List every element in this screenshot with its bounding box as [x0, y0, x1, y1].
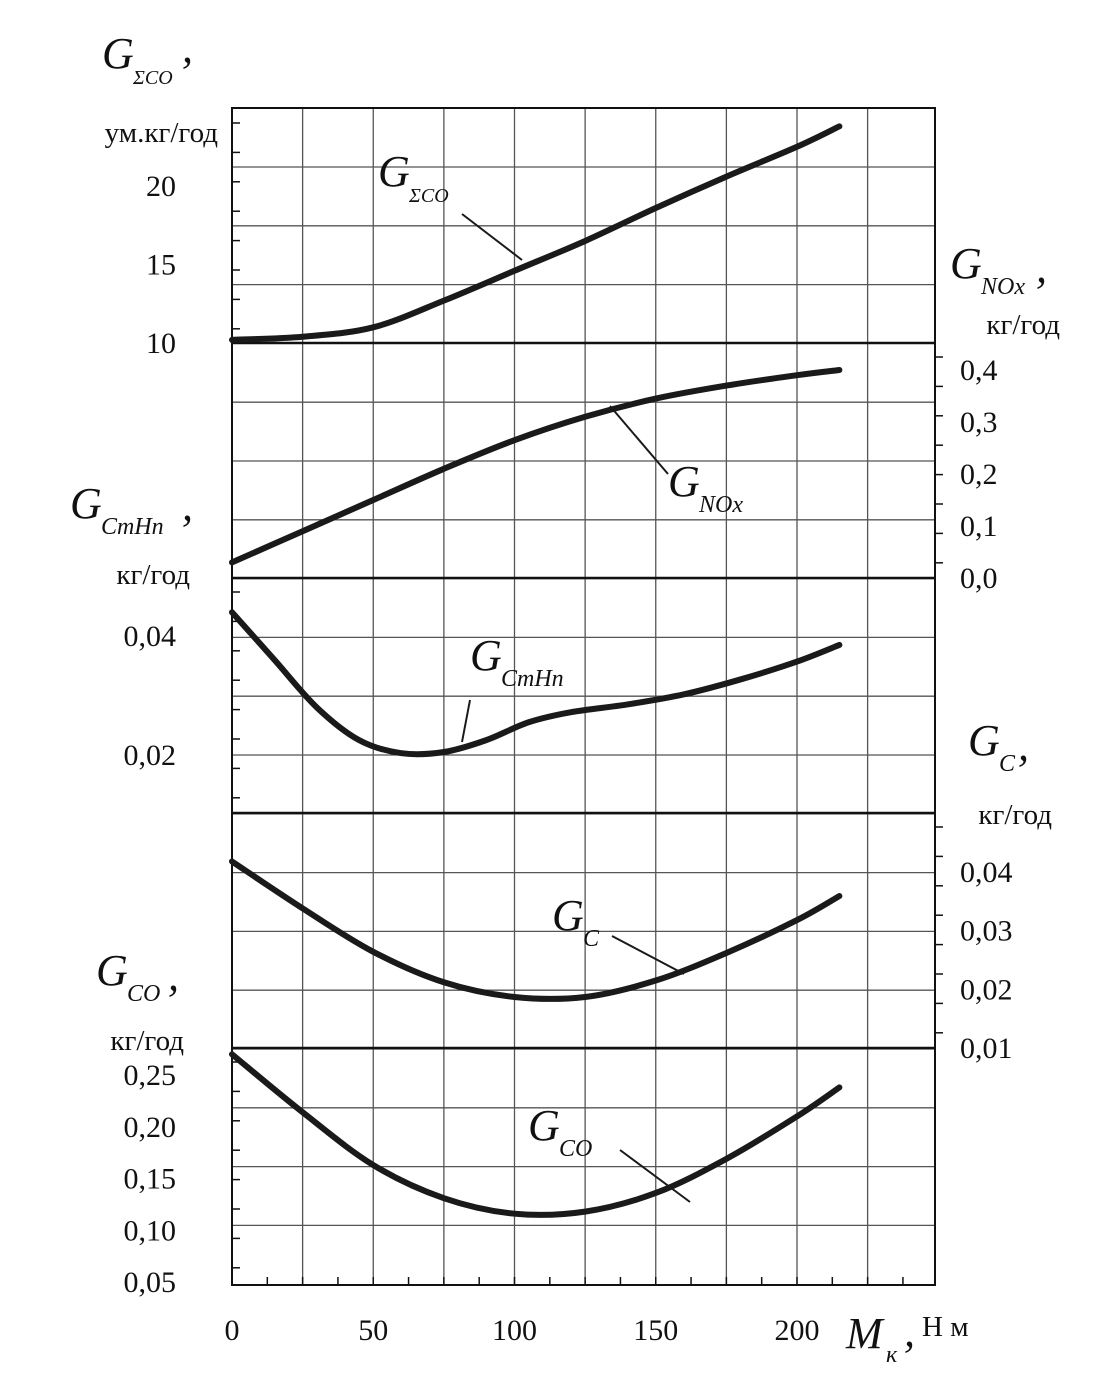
leader-line-c [611, 935, 685, 975]
axis-title-co-comma: , [168, 951, 179, 1000]
axis-unit-sum: ум.кг/год [105, 117, 219, 149]
curve-label-cmhn-subscript: CmHn [501, 666, 564, 692]
x-tick-label: 150 [633, 1314, 678, 1347]
curve-label-nox-subscript: NOx [698, 492, 743, 518]
y-tick-label: 10 [146, 327, 176, 360]
y-tick-label: 0,05 [124, 1266, 177, 1299]
leader-line-sum [461, 213, 523, 261]
axis-title-nox-comma: , [1036, 243, 1047, 292]
y-tick-label: 0,04 [960, 856, 1013, 889]
axis-title-c-comma: , [1018, 721, 1029, 770]
axis-unit-nox: кг/год [986, 309, 1060, 341]
y-tick-label: 0,0 [960, 562, 998, 595]
labels: 1015200,00,10,20,30,40,020,040,010,020,0… [70, 23, 1060, 1368]
y-tick-label: 0,20 [124, 1111, 177, 1144]
y-tick-label: 0,01 [960, 1032, 1013, 1065]
axis-title-nox-subscript: NOx [980, 274, 1025, 300]
y-tick-label: 0,10 [124, 1214, 177, 1247]
series-line-sum [229, 123, 843, 343]
y-tick-label: 0,02 [124, 739, 177, 772]
y-tick-label: 0,04 [124, 620, 177, 653]
curve-label-cmhn: G [470, 631, 502, 680]
x-axis-symbol: M [845, 1309, 885, 1358]
x-tick-label: 0 [225, 1314, 240, 1347]
x-tick-label: 200 [775, 1314, 820, 1347]
axis-title-sum-comma: , [182, 23, 193, 72]
y-tick-label: 0,2 [960, 458, 998, 491]
x-axis-comma: , [904, 1307, 915, 1356]
y-tick-label: 0,3 [960, 406, 998, 439]
axis-title-cmhn: G [70, 479, 102, 528]
y-tick-label: 0,25 [124, 1059, 177, 1092]
curve-label-co: G [528, 1101, 560, 1150]
series-line-co [229, 1051, 843, 1218]
x-tick-label: 100 [492, 1314, 537, 1347]
series-line-nox [229, 367, 843, 566]
curve-label-co-subscript: CO [559, 1136, 592, 1162]
curve-label-nox: G [668, 457, 700, 506]
curve-label-sum: G [378, 147, 410, 196]
curve-label-c: G [552, 891, 584, 940]
axis-title-sum-subscript: ΣCO [132, 67, 173, 89]
series-line-cmhn [229, 609, 843, 758]
axis-title-cmhn-subscript: CmHn [101, 514, 164, 540]
axis-title-cmhn-comma: , [182, 481, 193, 530]
grid [231, 107, 936, 1286]
y-tick-label: 0,15 [124, 1163, 177, 1196]
y-tick-label: 0,02 [960, 973, 1013, 1006]
y-tick-label: 0,4 [960, 354, 998, 387]
y-tick-label: 15 [146, 249, 176, 282]
axis-unit-cmhn: кг/год [116, 559, 190, 591]
leader-line-co [619, 1149, 691, 1203]
axis-unit-c: кг/год [978, 799, 1052, 831]
y-tick-label: 0,1 [960, 510, 998, 543]
axis-title-nox: G [950, 239, 982, 288]
plot-frame [231, 107, 936, 1286]
axis-unit-co: кг/год [110, 1025, 184, 1057]
curves [229, 123, 843, 1218]
x-axis-subscript: к [886, 1342, 898, 1368]
axis-title-co: G [96, 946, 128, 995]
axis-title-sum: G [102, 29, 134, 78]
leader-line-cmhn [461, 699, 471, 743]
axis-title-c: G [968, 716, 1000, 765]
curve-label-c-subscript: C [583, 926, 600, 952]
x-axis-unit: Н м [922, 1311, 969, 1343]
leader-line-nox [609, 405, 669, 475]
x-tick-label: 50 [358, 1314, 388, 1347]
y-tick-label: 0,03 [960, 915, 1013, 948]
curve-label-sum-subscript: ΣCO [408, 185, 449, 207]
axis-ticks [232, 122, 943, 1285]
axis-title-co-subscript: CO [127, 981, 160, 1007]
series-line-c [229, 858, 843, 1002]
y-tick-label: 20 [146, 170, 176, 203]
axis-title-c-subscript: C [999, 751, 1016, 777]
